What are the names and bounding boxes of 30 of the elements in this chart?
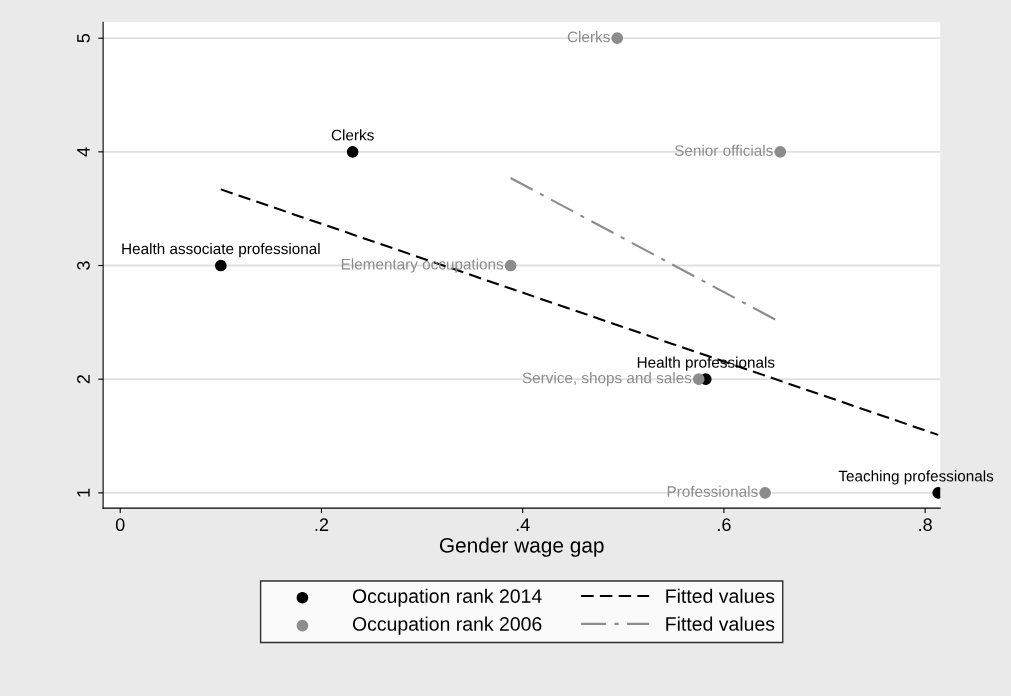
legend-label: Fitted values <box>666 588 775 604</box>
y-tick-label: 4 <box>77 147 90 157</box>
point <box>774 146 787 158</box>
legend-label: Fitted values <box>666 616 775 631</box>
x-axis-title: Gender wage gap <box>439 537 604 557</box>
data-label: Senior officials <box>674 144 773 156</box>
y-tick-label: 1 <box>77 488 90 497</box>
data-label: Service, shops and sales <box>522 372 692 387</box>
y-tick-label: 5 <box>77 33 90 43</box>
x-tick-label: .6 <box>718 518 731 532</box>
legend-label: Occupation rank 2014 <box>352 588 542 607</box>
data-label: Clerks <box>567 31 610 43</box>
data-label: Teaching professionals <box>838 470 994 485</box>
data-label: Professionals <box>667 485 758 497</box>
x-tick-label: .8 <box>919 518 932 532</box>
point <box>504 259 517 272</box>
x-tick-label: .2 <box>315 518 329 531</box>
data-label: Health associate professional <box>122 242 320 258</box>
data-label: Health professionals <box>637 356 775 371</box>
y-tick-label: 3 <box>77 261 90 270</box>
data-label: Clerks <box>331 129 374 141</box>
point <box>759 487 772 499</box>
y-tick-label: 2 <box>77 375 90 384</box>
x-tick-label: .4 <box>516 518 530 531</box>
x-tick-label: 0 <box>115 518 125 532</box>
point <box>346 146 359 158</box>
point <box>611 32 624 45</box>
point <box>692 373 705 386</box>
legend-label: Occupation rank 2006 <box>352 616 542 635</box>
point <box>214 259 227 272</box>
